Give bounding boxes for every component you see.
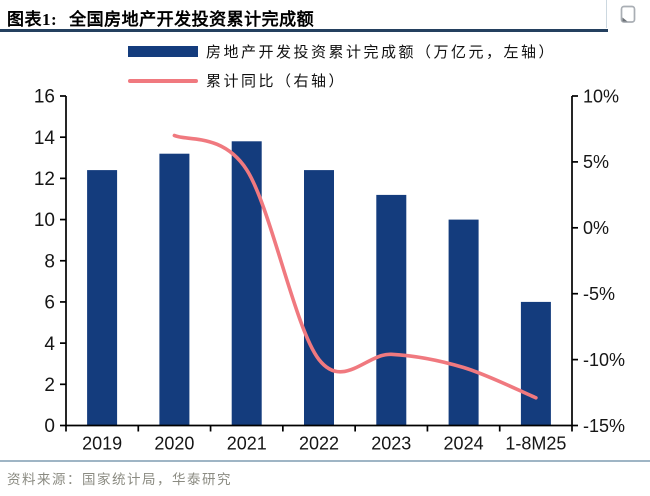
chart-legend: 房地产开发投资累计完成额（万亿元，左轴） 累计同比（右轴）	[0, 36, 650, 91]
legend-item-line: 累计同比（右轴）	[128, 70, 346, 91]
yoy-line-series	[172, 133, 538, 400]
copy-page-icon-graphic	[620, 5, 636, 23]
right-axis-tick-10%: 10%	[583, 86, 619, 106]
legend-bar-swatch	[128, 46, 198, 57]
right-axis-tick-5%: 5%	[583, 152, 609, 172]
bar-2020	[159, 153, 190, 426]
legend-line-label: 累计同比（右轴）	[206, 74, 347, 90]
left-axis-tick-12: 12	[34, 169, 55, 190]
bar-2019	[87, 170, 118, 426]
right-axis-tick--15%: -15%	[583, 416, 625, 436]
figure-title-text: 全国房地产开发投资累计完成额	[69, 10, 315, 29]
legend-bar-label: 房地产开发投资累计完成额（万亿元，左轴）	[206, 45, 557, 61]
right-axis-tick--10%: -10%	[583, 350, 625, 370]
left-axis-tick-16: 16	[34, 87, 55, 108]
x-axis-label-1-8M25: 1-8M25	[505, 434, 566, 454]
figure-header: 图表1: 全国房地产开发投资累计完成额	[0, 0, 650, 32]
left-axis-tick-14: 14	[34, 128, 56, 149]
x-axis-label-2023: 2023	[371, 434, 411, 454]
bar-2023	[376, 194, 407, 426]
left-axis-tick-0: 0	[44, 416, 55, 437]
copy-icon[interactable]	[616, 4, 640, 28]
right-axis-tick-0%: 0%	[583, 218, 609, 238]
x-axis-label-2024: 2024	[444, 434, 484, 454]
left-axis-tick-10: 10	[34, 210, 55, 231]
bar-1-8M25	[520, 301, 551, 426]
bar-2024	[448, 219, 479, 426]
x-axis-label-2021: 2021	[227, 434, 267, 454]
footer-divider	[0, 460, 650, 462]
bar-2021	[231, 141, 262, 426]
left-axis-tick-6: 6	[44, 293, 55, 314]
x-axis-label-2019: 2019	[82, 434, 122, 454]
legend-line-swatch	[128, 78, 198, 83]
header-underline	[0, 29, 608, 32]
figure-number-label: 图表1:	[7, 10, 58, 29]
right-axis-tick--5%: -5%	[583, 284, 615, 304]
left-axis-tick-2: 2	[44, 375, 55, 396]
bar-2022	[304, 170, 334, 426]
x-axis-label-2020: 2020	[154, 434, 194, 454]
x-axis-label-2022: 2022	[299, 434, 339, 454]
bar-series	[87, 141, 551, 426]
left-axis-tick-8: 8	[44, 251, 55, 272]
figure-title: 图表1: 全国房地产开发投资累计完成额	[7, 5, 314, 30]
axes: 0 2 4 6 8 10 12 14 16 10% 5% 0% -5% -10% -15% 2019 2020 2…	[34, 86, 625, 453]
header-separator	[606, 0, 607, 28]
left-axis-tick-4: 4	[44, 334, 55, 355]
legend-item-bars: 房地产开发投资累计完成额（万亿元，左轴）	[128, 41, 556, 62]
source-note: 资料来源：国家统计局，华泰研究	[7, 472, 232, 487]
